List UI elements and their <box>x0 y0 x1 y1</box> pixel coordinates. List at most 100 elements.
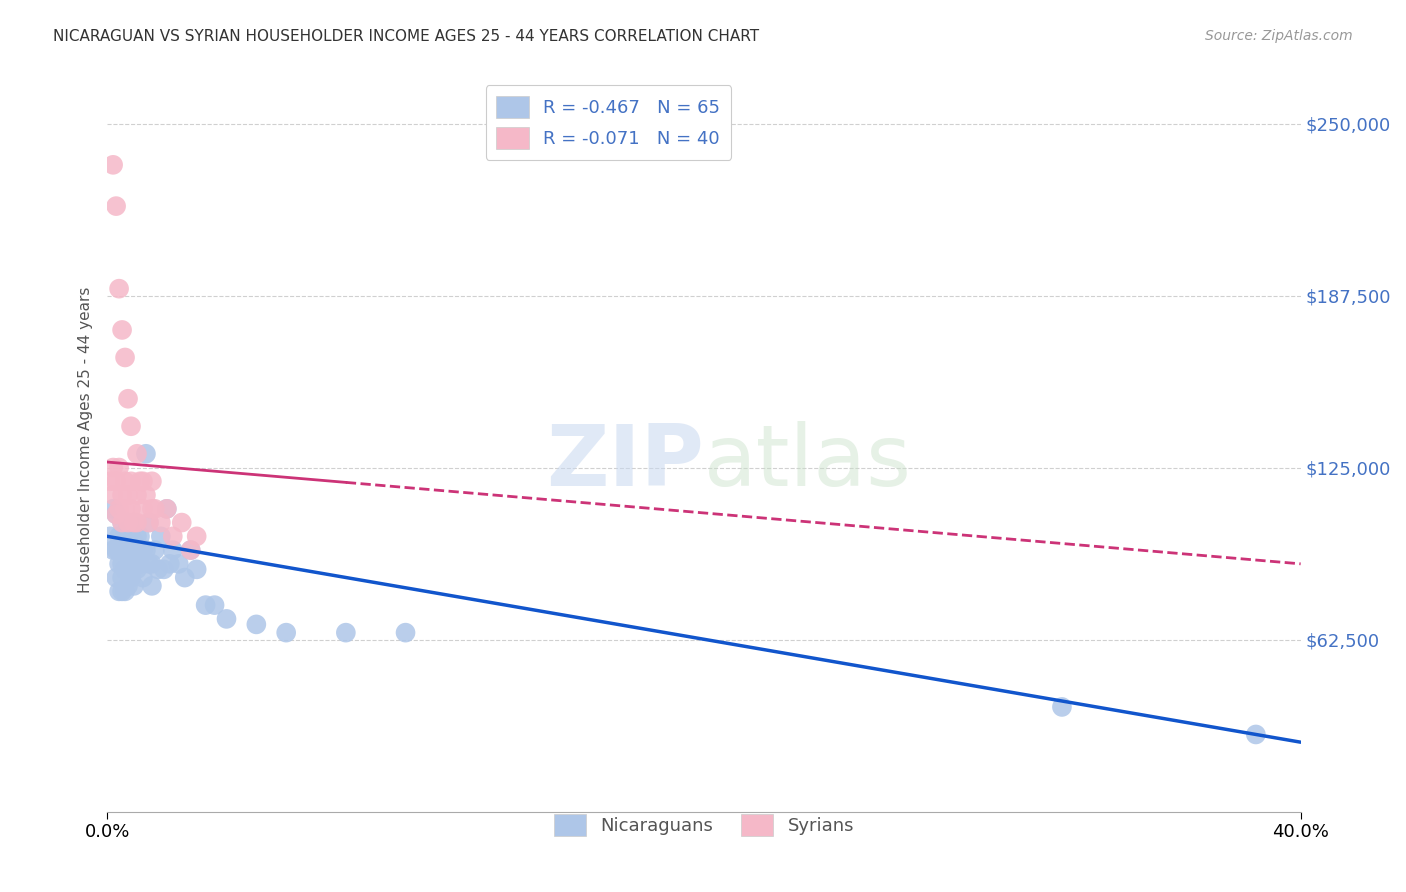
Point <box>111 571 134 585</box>
Point <box>135 543 157 558</box>
Text: NICARAGUAN VS SYRIAN HOUSEHOLDER INCOME AGES 25 - 44 YEARS CORRELATION CHART: NICARAGUAN VS SYRIAN HOUSEHOLDER INCOME … <box>53 29 759 44</box>
Point <box>105 543 128 558</box>
Point <box>101 460 124 475</box>
Y-axis label: Householder Income Ages 25 - 44 years: Householder Income Ages 25 - 44 years <box>79 287 93 593</box>
Point <box>138 516 160 530</box>
Point <box>276 625 298 640</box>
Point <box>141 501 163 516</box>
Point <box>101 488 124 502</box>
Point <box>162 529 184 543</box>
Point <box>120 529 142 543</box>
Text: ZIP: ZIP <box>546 421 704 504</box>
Point <box>120 557 142 571</box>
Point <box>105 199 128 213</box>
Point <box>122 557 145 571</box>
Point <box>98 475 121 489</box>
Point <box>167 557 190 571</box>
Point <box>120 475 142 489</box>
Point <box>120 419 142 434</box>
Point <box>135 447 157 461</box>
Point <box>138 516 160 530</box>
Point <box>122 534 145 549</box>
Point <box>111 516 134 530</box>
Point <box>117 543 139 558</box>
Point <box>114 584 136 599</box>
Point <box>105 571 128 585</box>
Point <box>101 158 124 172</box>
Point <box>180 543 202 558</box>
Point <box>111 584 134 599</box>
Point <box>173 571 195 585</box>
Point <box>204 598 226 612</box>
Point <box>117 516 139 530</box>
Point <box>129 475 152 489</box>
Legend: Nicaraguans, Syrians: Nicaraguans, Syrians <box>547 807 862 843</box>
Point <box>114 475 136 489</box>
Point <box>141 475 163 489</box>
Point <box>170 516 193 530</box>
Point <box>125 447 148 461</box>
Point <box>125 543 148 558</box>
Point <box>156 501 179 516</box>
Point <box>98 529 121 543</box>
Point <box>117 488 139 502</box>
Point <box>108 501 131 516</box>
Point <box>108 557 131 571</box>
Point <box>120 543 142 558</box>
Point <box>162 543 184 558</box>
Point <box>114 543 136 558</box>
Point <box>111 488 134 502</box>
Point <box>111 516 134 530</box>
Point <box>132 571 155 585</box>
Point <box>122 516 145 530</box>
Point <box>153 562 176 576</box>
Text: atlas: atlas <box>704 421 912 504</box>
Text: Source: ZipAtlas.com: Source: ZipAtlas.com <box>1205 29 1353 43</box>
Point <box>129 529 152 543</box>
Point <box>159 557 181 571</box>
Point <box>114 501 136 516</box>
Point <box>114 351 136 365</box>
Point <box>105 508 128 522</box>
Point <box>156 501 179 516</box>
Point <box>146 562 169 576</box>
Point <box>117 529 139 543</box>
Point <box>108 543 131 558</box>
Point <box>125 562 148 576</box>
Point <box>125 529 148 543</box>
Point <box>105 475 128 489</box>
Point <box>114 562 136 576</box>
Point <box>1244 727 1267 741</box>
Point <box>117 562 139 576</box>
Point <box>215 612 238 626</box>
Point <box>194 598 217 612</box>
Point <box>111 543 134 558</box>
Point <box>135 488 157 502</box>
Point <box>394 625 416 640</box>
Point <box>138 557 160 571</box>
Point <box>129 557 152 571</box>
Point <box>108 282 131 296</box>
Point <box>186 529 208 543</box>
Point <box>117 392 139 406</box>
Point <box>101 501 124 516</box>
Point <box>141 579 163 593</box>
Point <box>132 475 155 489</box>
Point <box>111 323 134 337</box>
Point <box>120 501 142 516</box>
Point <box>120 571 142 585</box>
Point <box>101 543 124 558</box>
Point <box>105 508 128 522</box>
Point <box>108 460 131 475</box>
Point <box>125 516 148 530</box>
Point <box>141 557 163 571</box>
Point <box>108 529 131 543</box>
Point <box>149 516 172 530</box>
Point <box>335 625 357 640</box>
Point <box>108 584 131 599</box>
Point <box>117 579 139 593</box>
Point <box>117 516 139 530</box>
Point <box>122 579 145 593</box>
Point <box>111 557 134 571</box>
Point <box>143 543 166 558</box>
